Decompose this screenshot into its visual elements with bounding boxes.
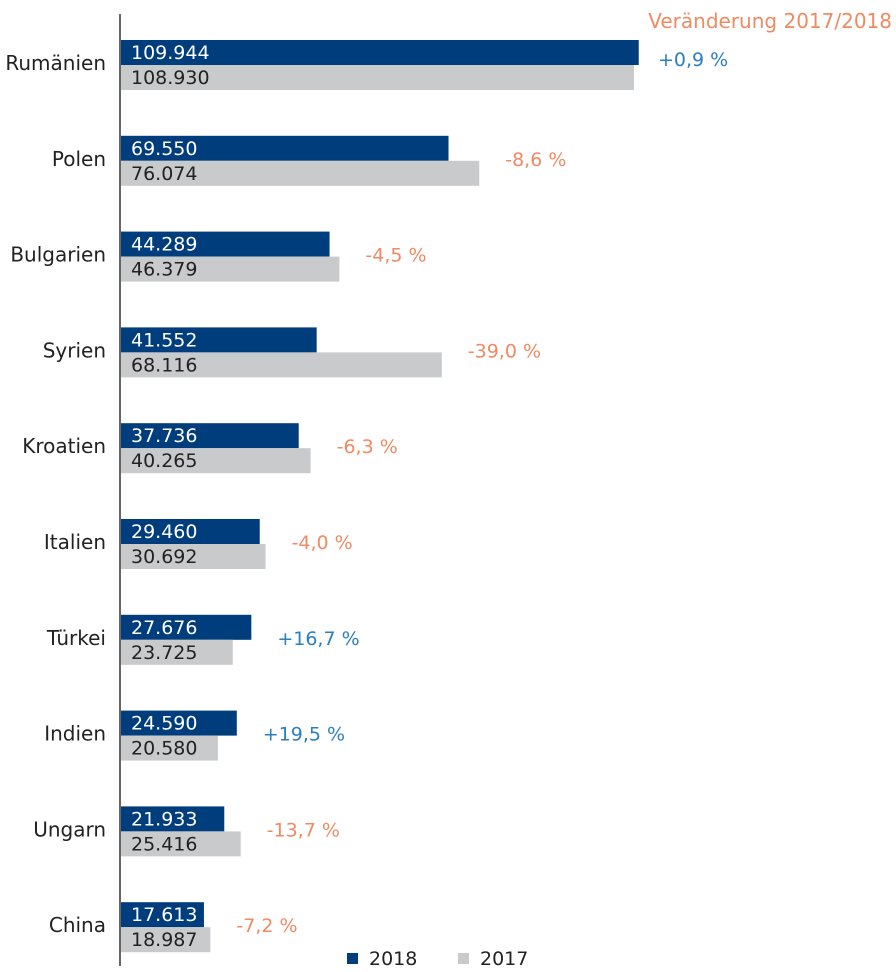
bar-2018 xyxy=(121,902,204,928)
bar-2017 xyxy=(121,831,241,857)
bar-rows: Rumänien 109.944 108.930 +0,9 % Polen 69.550 7… xyxy=(5,40,728,953)
bar-value-label: 24.590 xyxy=(131,713,197,735)
bar-2018 xyxy=(121,614,252,640)
bar-value-label: 27.676 xyxy=(131,617,197,639)
category-label: Ungarn xyxy=(33,817,106,841)
bar-value-label: 69.550 xyxy=(131,138,197,160)
category-label: Indien xyxy=(44,722,106,746)
bar-value-label: 18.987 xyxy=(131,929,197,951)
change-label: -7,2 % xyxy=(236,915,297,937)
category-label: Rumänien xyxy=(5,51,106,75)
change-label: +0,9 % xyxy=(658,49,728,71)
bar-value-label: 25.416 xyxy=(131,833,197,855)
category-label: Polen xyxy=(52,147,106,171)
bar-group: Italien 29.460 30.692 -4,0 % xyxy=(44,519,353,569)
bar-value-label: 21.933 xyxy=(131,808,197,830)
bar-value-label: 46.379 xyxy=(131,259,197,281)
bar-2017 xyxy=(121,639,233,665)
bar-2018 xyxy=(121,423,299,449)
category-label: Syrien xyxy=(43,338,106,362)
bar-value-label: 41.552 xyxy=(131,329,197,351)
bar-group: Kroatien 37.736 40.265 -6,3 % xyxy=(22,423,398,474)
bar-2017 xyxy=(121,735,218,761)
legend-swatch-2017 xyxy=(458,953,469,964)
bar-group: Ungarn 21.933 25.416 -13,7 % xyxy=(33,806,340,857)
bar-group: China 17.613 18.987 -7,2 % xyxy=(49,902,298,953)
bar-group: Polen 69.550 76.074 -8,6 % xyxy=(52,135,566,186)
bar-value-label: 108.930 xyxy=(131,67,210,89)
change-label: -6,3 % xyxy=(337,436,398,458)
bar-2017 xyxy=(121,65,634,90)
bar-group: Syrien 41.552 68.116 -39,0 % xyxy=(43,327,541,378)
bar-group: Bulgarien 44.289 46.379 -4,5 % xyxy=(10,231,427,282)
bar-2017 xyxy=(121,256,340,282)
bar-2018 xyxy=(121,327,317,353)
legend: 2018 2017 xyxy=(347,948,528,970)
legend-swatch-2018 xyxy=(347,953,358,964)
change-header: Veränderung 2017/2018 xyxy=(648,9,892,33)
change-label: -4,5 % xyxy=(365,245,426,267)
category-label: Italien xyxy=(44,530,106,554)
bar-value-label: 109.944 xyxy=(131,42,210,64)
bar-2018 xyxy=(121,710,237,736)
change-label: +16,7 % xyxy=(277,628,359,650)
bar-group: Rumänien 109.944 108.930 +0,9 % xyxy=(5,40,728,90)
bar-value-label: 20.580 xyxy=(131,738,197,760)
bar-value-label: 17.613 xyxy=(131,904,197,926)
change-label: -4,0 % xyxy=(292,532,353,554)
bar-2018 xyxy=(121,40,639,65)
bar-value-label: 44.289 xyxy=(131,234,197,256)
change-label: +19,5 % xyxy=(263,724,345,746)
bar-group: Türkei 27.676 23.725 +16,7 % xyxy=(46,614,360,665)
category-label: Kroatien xyxy=(22,434,106,458)
category-label: Türkei xyxy=(46,626,106,650)
category-label: China xyxy=(49,913,106,937)
legend-label-2018: 2018 xyxy=(369,948,417,970)
bar-2018 xyxy=(121,231,330,257)
bar-2017 xyxy=(121,160,480,186)
bar-2018 xyxy=(121,806,225,832)
bar-value-label: 29.460 xyxy=(131,521,197,543)
bar-value-label: 23.725 xyxy=(131,642,197,664)
bar-value-label: 30.692 xyxy=(131,546,197,568)
change-label: -13,7 % xyxy=(267,819,340,841)
bar-2017 xyxy=(121,927,211,953)
bar-2018 xyxy=(121,519,260,544)
bar-value-label: 68.116 xyxy=(131,354,197,376)
change-label: -8,6 % xyxy=(505,149,566,171)
bar-group: Indien 24.590 20.580 +19,5 % xyxy=(44,710,345,761)
bar-value-label: 40.265 xyxy=(131,450,197,472)
bar-value-label: 37.736 xyxy=(131,425,197,447)
bar-2017 xyxy=(121,352,442,378)
change-label: -39,0 % xyxy=(468,340,541,362)
legend-label-2017: 2017 xyxy=(480,948,528,970)
bar-value-label: 76.074 xyxy=(131,163,197,185)
bar-2018 xyxy=(121,135,449,161)
bar-2017 xyxy=(121,544,266,569)
bar-2017 xyxy=(121,448,311,474)
category-label: Bulgarien xyxy=(10,243,106,267)
